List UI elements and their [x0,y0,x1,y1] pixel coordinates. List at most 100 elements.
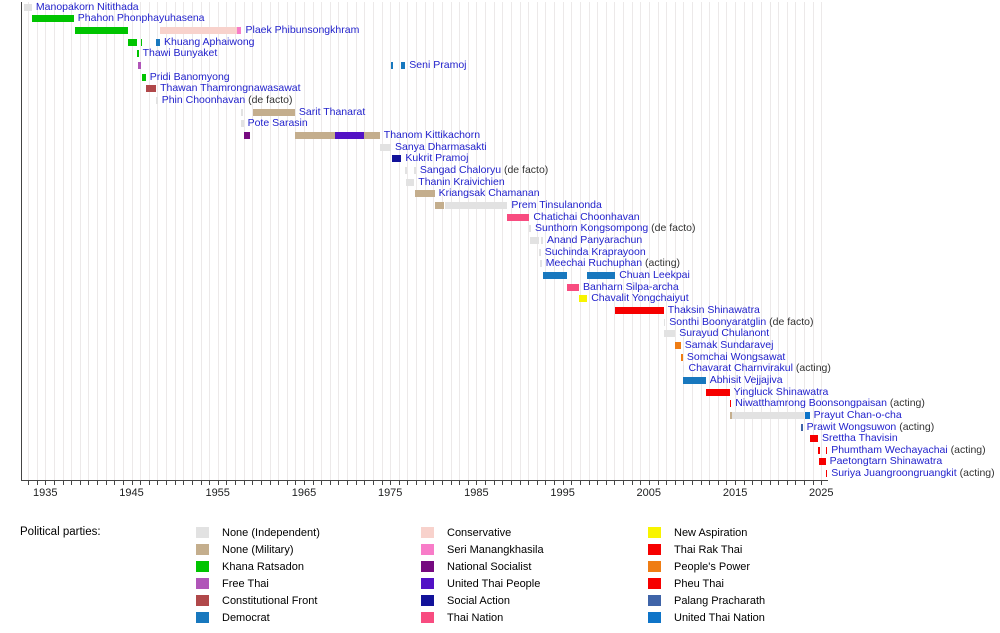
pm-name-link[interactable]: Khuang Aphaiwong [164,35,255,48]
pm-name-link[interactable]: Paetongtarn Shinawatra [829,455,943,468]
term-bar-segment [145,85,156,93]
axis-year-label: 1995 [550,487,575,499]
pm-name-link[interactable]: Prayut Chan-o-cha [813,408,902,421]
axis-tick [536,481,538,485]
pm-label: Phahon Phonphayuhasena [78,13,205,24]
year-gridline [493,2,495,480]
x-axis-line [21,480,828,481]
pm-name-link[interactable]: Seni Pramoj [409,59,467,71]
pm-name-link[interactable]: Yingluck Shinawatra [733,385,829,398]
pm-name-link[interactable]: Thawi Bunyaket [142,47,218,60]
pm-name-link[interactable]: Plaek Phibunsongkhram [245,24,360,36]
axis-tick [545,481,547,485]
pm-name-link[interactable]: Thanom Kittikachorn [383,129,481,141]
pm-name-link[interactable]: Kukrit Pramoj [405,152,469,165]
axis-tick [605,481,607,485]
pm-name-link[interactable]: Samak Sundaravej [684,338,774,351]
axis-tick [579,481,581,485]
pm-label: Chavarat Charnvirakul (acting) [689,363,831,374]
pm-name-link[interactable]: Chavalit Yongchaiyut [591,292,689,305]
pm-name-link[interactable]: Prem Tinsulanonda [511,198,602,211]
axis-tick [338,481,340,485]
pm-name-link[interactable]: Chatichai Choonhavan [533,210,640,223]
pm-name-link[interactable]: Sangad Chaloryu [419,163,502,176]
axis-tick [321,481,323,485]
year-gridline [640,2,642,480]
legend-title: Political parties: [20,526,101,538]
pm-name-link[interactable]: Phin Choonhavan [161,94,246,106]
year-gridline [45,2,47,480]
year-gridline [209,2,211,480]
term-bar-segment [818,458,826,466]
pm-name-link[interactable]: Somchai Wongsawat [686,350,786,363]
pm-name-link[interactable]: Sarit Thanarat [298,105,366,118]
pm-suffix-label: (de facto) [501,163,549,176]
term-bar-segment [663,330,676,338]
pm-name-link[interactable]: Phumtham Wechayachai [831,443,948,456]
year-gridline [571,2,573,480]
pm-name-link[interactable]: Sunthorn Kongsompong [535,222,649,235]
year-gridline [191,2,193,480]
pm-name-link[interactable]: Pridi Banomyong [149,70,230,83]
pm-name-link[interactable]: Manopakorn Nitithada [35,0,139,13]
year-gridline [252,2,254,480]
axis-tick [493,481,495,485]
term-bar-segment [579,295,588,303]
pm-name-link[interactable]: Thanin Kraivichien [418,175,505,188]
legend-label: United Thai People [447,578,541,590]
pm-name-link[interactable]: Thawan Thamrongnawasawat [160,82,301,95]
year-gridline [295,2,297,480]
pm-name-link[interactable]: Niwatthamrong Boonsongpaisan [735,397,887,410]
axis-tick [562,481,564,485]
axis-tick [252,481,254,485]
pm-name-link[interactable]: Phahon Phonphayuhasena [77,12,205,25]
pm-name-link[interactable]: Suriya Juangroongruangkit [831,467,957,480]
pm-name-link[interactable]: Suchinda Kraprayoon [544,245,646,258]
pm-name-link[interactable]: Sanya Dharmasakti [395,140,487,153]
axis-tick [71,481,73,485]
year-gridline [62,2,64,480]
pm-name-link[interactable]: Abhisit Vejjajiva [709,373,783,386]
axis-year-label: 2025 [809,487,834,499]
year-gridline [433,2,435,480]
term-bar-segment [675,341,681,349]
pm-name-link[interactable]: Anand Panyarachun [547,233,643,246]
pm-name-link[interactable]: Meechai Ruchuphan [545,257,643,270]
pm-name-link[interactable]: Srettha Thavisin [822,432,898,445]
legend-label: Free Thai [222,578,269,590]
axis-year-label: 1955 [205,487,230,499]
pm-suffix-label: (acting) [956,467,995,480]
year-gridline [183,2,185,480]
y-axis-line [21,2,22,481]
pm-name-link[interactable]: Banharn Silpa-archa [583,280,679,293]
legend-swatch [648,544,661,555]
legend-swatch [648,561,661,572]
year-gridline [79,2,81,480]
term-bar-segment [241,120,244,128]
pm-name-link[interactable]: Sonthi Boonyaratglin [669,315,767,328]
legend-swatch [648,595,661,606]
pm-label: Chavalit Yongchaiyut [591,293,689,304]
axis-tick [683,481,685,485]
axis-tick [183,481,185,485]
year-gridline [338,2,340,480]
pm-name-link[interactable]: Chuan Leekpai [619,268,690,281]
year-gridline [88,2,90,480]
pm-label: Prem Tinsulanonda [511,198,602,211]
year-gridline [812,2,814,480]
pm-name-link[interactable]: Prawit Wongsuwon [806,420,897,433]
year-gridline [364,2,366,480]
pm-name-link[interactable]: Kriangsak Chamanan [438,187,540,200]
pm-name-link[interactable]: Thaksin Shinawatra [667,303,760,316]
legend-label: Pheu Thai [674,578,724,590]
pm-label: Anand Panyarachun [547,233,643,246]
legend-swatch [196,612,209,623]
term-bar-segment [294,132,335,139]
legend-swatch [196,544,209,555]
pm-name-link[interactable]: Surayud Chulanont [679,327,770,340]
year-gridline [545,2,547,480]
pm-name-link[interactable]: Chavarat Charnvirakul [688,362,793,375]
pm-name-link[interactable]: Pote Sarasin [247,117,308,130]
axis-tick [166,481,167,485]
term-bar-segment [539,248,541,256]
